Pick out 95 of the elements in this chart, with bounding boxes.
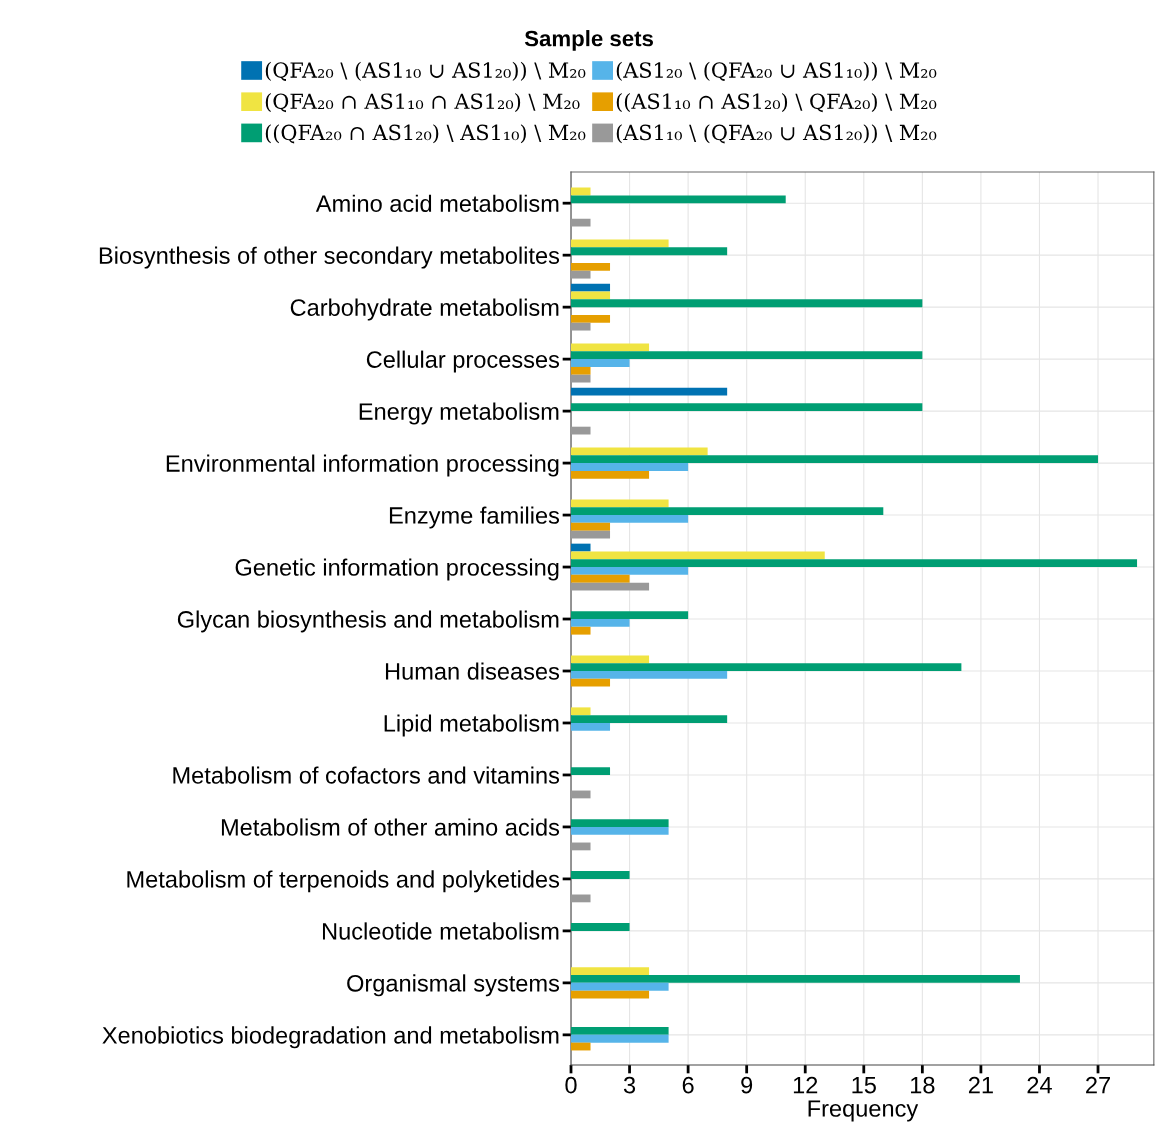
- bar: [571, 671, 728, 679]
- bar: [571, 567, 689, 575]
- bar: [571, 990, 650, 999]
- bar: [571, 543, 591, 552]
- x-tick-label: 3: [623, 1076, 636, 1094]
- bar: [571, 975, 1020, 983]
- x-tick-label: 9: [741, 1076, 753, 1094]
- x-tick-label: 21: [968, 1076, 993, 1094]
- x-tick-label: 18: [911, 1076, 935, 1094]
- bar: [571, 1034, 669, 1043]
- bar: [571, 790, 591, 799]
- y-tick-label: Cellular processes: [366, 350, 560, 373]
- bar: [571, 515, 689, 523]
- bar: [571, 1042, 591, 1051]
- bar: [571, 299, 923, 308]
- x-axis-title: Frequency: [808, 1100, 919, 1122]
- legend-title: Sample sets: [524, 30, 653, 51]
- bar: [571, 715, 728, 723]
- bar: [571, 239, 669, 248]
- y-tick-label: Organismal systems: [347, 974, 560, 997]
- bar: [571, 455, 1099, 464]
- bar: [571, 374, 591, 383]
- bar: [571, 707, 591, 716]
- y-tick-label: Amino acid metabolism: [315, 194, 559, 212]
- bar: [571, 218, 591, 227]
- x-tick-label: 12: [793, 1076, 818, 1094]
- bar: [571, 499, 669, 508]
- x-tick-label: 24: [1027, 1076, 1052, 1094]
- bar: [571, 247, 728, 256]
- bar: [571, 842, 591, 851]
- legend-label: (QFA₂₀ \ (AS1₁₀ ∪ AS1₂₀)) \ M₂₀: [265, 61, 586, 81]
- bar: [571, 626, 591, 635]
- bar: [571, 871, 630, 879]
- bar: [571, 574, 630, 583]
- bar: [571, 463, 689, 471]
- bar: [571, 403, 923, 412]
- y-tick-label: Metabolism of cofactors and vitamins: [173, 766, 560, 784]
- bar: [571, 923, 630, 931]
- bar: [571, 559, 1138, 568]
- bar: [571, 426, 591, 435]
- bar: [571, 982, 669, 991]
- x-tick-label: 27: [1086, 1076, 1110, 1094]
- bar: [571, 283, 611, 292]
- y-tick-label: Lipid metabolism: [384, 714, 559, 737]
- bar: [571, 322, 591, 331]
- bar: [571, 663, 962, 671]
- bar: [571, 767, 611, 775]
- bar: [571, 387, 728, 396]
- bar: [571, 551, 825, 560]
- bar: [571, 722, 611, 731]
- y-tick-label: Human diseases: [385, 662, 560, 680]
- x-tick-label: 15: [852, 1076, 876, 1094]
- y-tick-label: Environmental information processing: [166, 454, 559, 477]
- bar: [571, 678, 611, 687]
- bar: [571, 522, 611, 531]
- x-tick-label: 0: [565, 1076, 577, 1094]
- bar: [571, 270, 591, 279]
- bar: [571, 359, 630, 367]
- y-tick-label: Biosynthesis of other secondary metabolites: [99, 246, 560, 269]
- legend-label: ((AS1₁₀ ∩ AS1₂₀) \ QFA₂₀) \ M₂₀: [616, 93, 937, 113]
- bar: [571, 1027, 669, 1035]
- legend-label: (QFA₂₀ ∩ AS1₁₀ ∩ AS1₂₀) \ M₂₀: [265, 93, 580, 113]
- bar: [571, 655, 650, 664]
- y-tick-label: Metabolism of other amino acids: [221, 818, 560, 836]
- bar: [571, 819, 669, 827]
- bar: [571, 351, 923, 360]
- bar: [571, 447, 708, 456]
- x-tick-label: 6: [682, 1076, 694, 1094]
- y-tick-label: Metabolism of terpenoids and polyketides: [127, 870, 560, 893]
- bar: [571, 195, 786, 204]
- y-tick-label: Carbohydrate metabolism: [290, 298, 559, 321]
- bar: [571, 611, 689, 620]
- y-tick-label: Enzyme families: [389, 506, 560, 529]
- y-tick-label: Energy metabolism: [359, 402, 559, 425]
- y-tick-label: Nucleotide metabolism: [323, 922, 559, 940]
- bar: [571, 262, 611, 271]
- bar: [571, 967, 650, 976]
- bar: [571, 507, 884, 516]
- bar: [571, 619, 630, 627]
- legend-label: ((QFA₂₀ ∩ AS1₂₀) \ AS1₁₀) \ M₂₀: [265, 124, 586, 144]
- y-tick-label: Xenobiotics biodegradation and metabolism: [102, 1026, 559, 1049]
- bar: [571, 314, 611, 323]
- bar: [571, 343, 650, 352]
- bar: [571, 894, 591, 903]
- legend-label: (AS1₂₀ \ (QFA₂₀ ∪ AS1₁₀)) \ M₂₀: [616, 61, 937, 81]
- y-tick-label: Glycan biosynthesis and metabolism: [177, 610, 559, 633]
- bar: [571, 470, 650, 479]
- legend-label: (AS1₁₀ \ (QFA₂₀ ∪ AS1₂₀)) \ M₂₀: [616, 124, 937, 144]
- bar: [571, 366, 591, 375]
- bar: [571, 530, 611, 539]
- y-tick-label: Genetic information processing: [235, 558, 559, 581]
- bar: [571, 291, 611, 300]
- bar: [571, 582, 650, 591]
- bar: [571, 187, 591, 196]
- bar: [571, 826, 669, 835]
